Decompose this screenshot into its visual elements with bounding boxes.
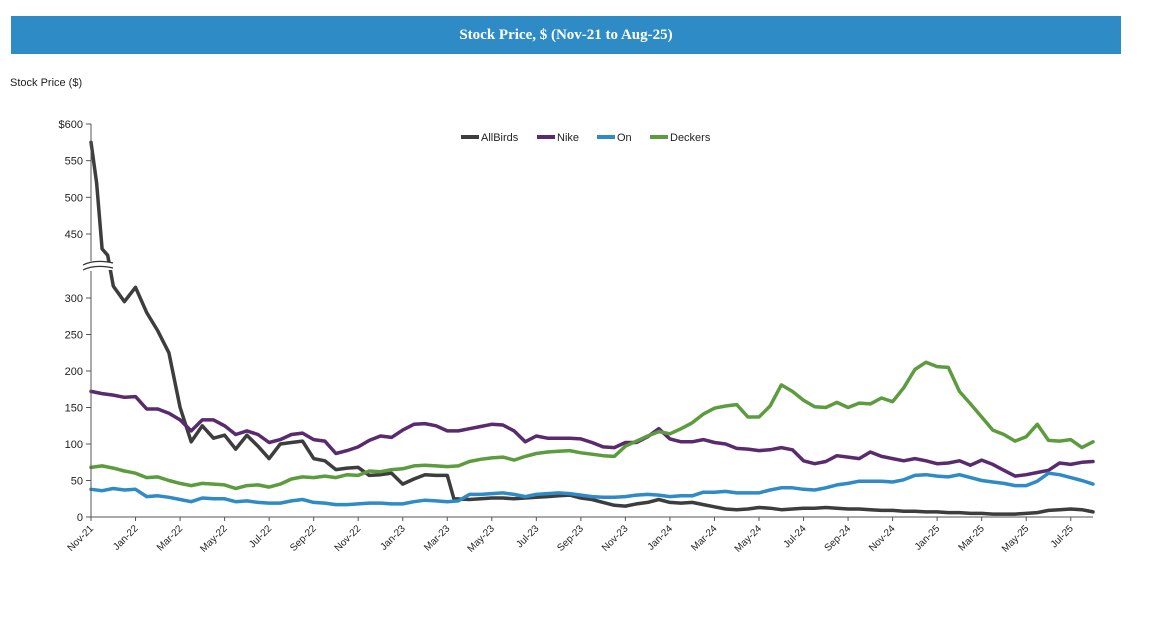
x-tick-label: Nov-22 [333, 523, 364, 554]
x-tick-label: Mar-24 [689, 523, 719, 553]
series-line-deckers [89, 360, 1095, 491]
x-tick-label: Sep-22 [288, 523, 319, 554]
x-tick-label: Jan-24 [646, 523, 676, 553]
legend-label-nike: Nike [557, 132, 579, 144]
y-tick-label: 250 [65, 330, 83, 342]
legend-label-deckers: Deckers [670, 132, 711, 144]
y-tick-label: 450 [65, 229, 83, 241]
x-tick-label: May-22 [198, 523, 230, 555]
legend-label-on: On [617, 132, 632, 144]
x-tick-label: Jul-22 [247, 523, 274, 550]
x-tick-label: Mar-22 [155, 523, 185, 553]
y-tick-label: 300 [65, 293, 83, 305]
x-tick-label: Jan-25 [913, 523, 943, 553]
x-tick-label: Jul-24 [782, 523, 809, 550]
x-tick-label: Nov-24 [867, 523, 898, 554]
chart-title: Stock Price, $ (Nov-21 to Aug-25) [459, 26, 673, 43]
x-tick-label: Jan-22 [111, 523, 141, 553]
x-tick-label: Nov-21 [66, 523, 97, 554]
x-tick-label: Mar-25 [957, 523, 987, 553]
y-tick-label: 100 [65, 439, 83, 451]
y-tick-label: 500 [65, 192, 83, 204]
x-tick-label: Sep-24 [823, 523, 854, 554]
x-tick-label: May-24 [733, 523, 765, 555]
y-axis-label: Stock Price ($) [10, 77, 82, 89]
x-tick-label: Sep-23 [555, 523, 586, 554]
y-tick-label: 50 [71, 476, 83, 488]
series-line-allbirds [89, 140, 1095, 516]
x-tick-label: Jan-23 [378, 523, 408, 553]
y-tick-label: $600 [59, 119, 83, 131]
x-tick-label: Nov-23 [600, 523, 631, 554]
y-tick-label: 200 [65, 366, 83, 378]
y-tick-label: 550 [65, 156, 83, 168]
chart-title-banner: Stock Price, $ (Nov-21 to Aug-25) [11, 16, 1121, 54]
legend-label-allbirds: AllBirds [481, 132, 519, 144]
x-tick-label: Jul-23 [514, 523, 541, 550]
y-tick-label: 150 [65, 403, 83, 415]
series-line-on [89, 471, 1095, 507]
series-line-nike [89, 389, 1095, 478]
legend: AllBirds Nike On Deckers [461, 132, 711, 144]
y-tick-label: 0 [77, 512, 83, 524]
x-tick-label: May-25 [1000, 523, 1032, 555]
x-tick-label: Mar-23 [422, 523, 452, 553]
axis-break-mark-bottom [82, 265, 114, 271]
x-tick-label: May-23 [466, 523, 498, 555]
axis-break-mark-top [82, 260, 114, 266]
series-lines [89, 140, 1095, 516]
x-tick-label: Jul-25 [1049, 523, 1076, 550]
